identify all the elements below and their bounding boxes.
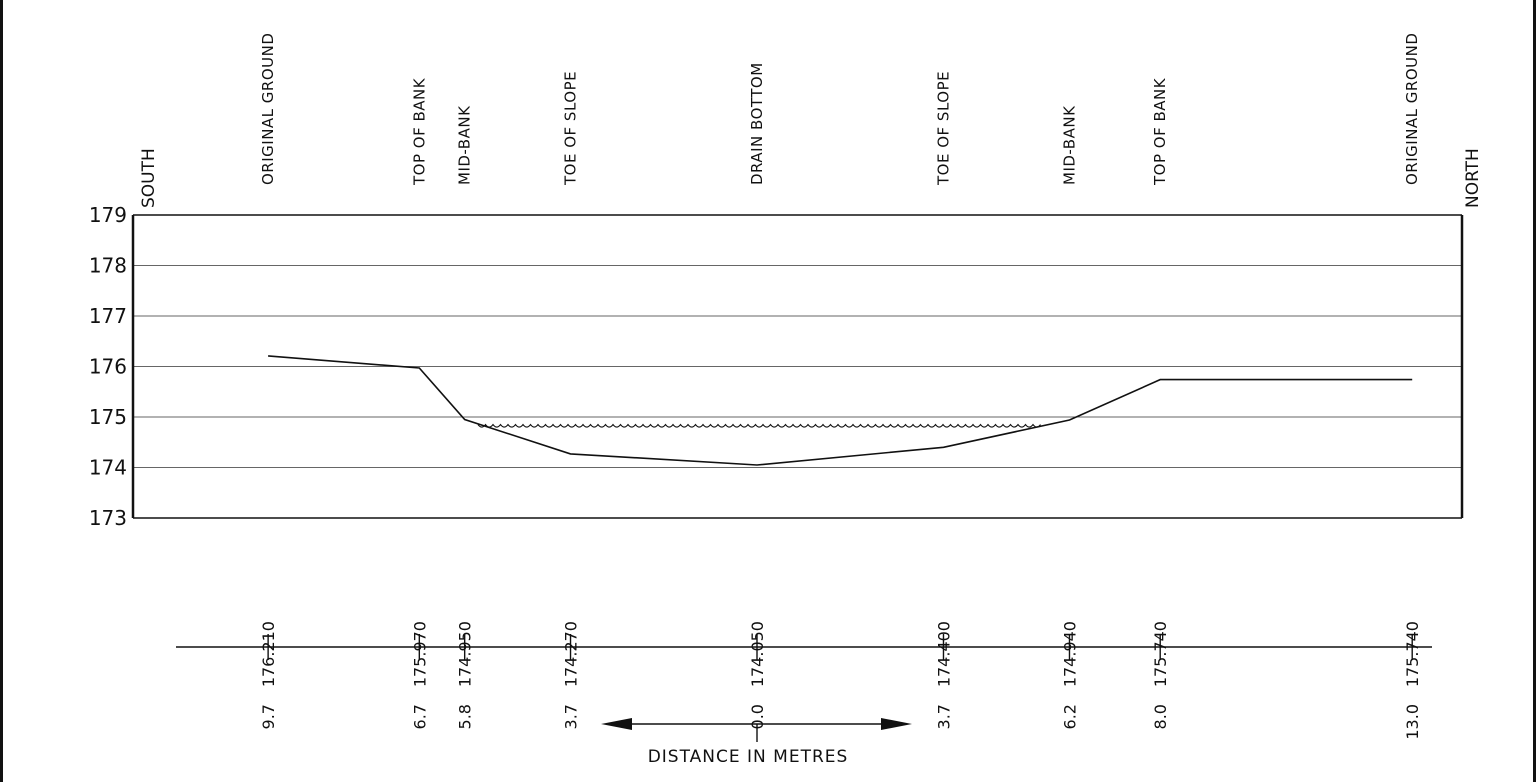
station-labels: ORIGINAL GROUND TOP OF BANK MID-BANK TOE OF… <box>259 33 1421 186</box>
arrow-right-head <box>881 718 912 730</box>
direction-north-label: NORTH <box>1463 148 1483 208</box>
elevation-value-4: 174.050 <box>748 621 767 687</box>
station-ticks <box>267 634 1413 660</box>
station-label-3: TOE OF SLOPE <box>562 71 580 186</box>
water-surface-line <box>477 423 1041 428</box>
elevation-tick-label-174: 174 <box>89 456 127 480</box>
station-label-5: TOE OF SLOPE <box>934 71 952 186</box>
elevation-tick-label-176: 176 <box>89 355 127 379</box>
arrow-left-head <box>601 718 632 730</box>
distance-arrow <box>601 718 912 742</box>
elevation-value-3: 174.270 <box>562 621 581 687</box>
elevation-values: 176.210 175.970 174.950 174.270 174.050 174.4… <box>259 621 1422 687</box>
elevation-value-1: 175.970 <box>410 621 429 687</box>
station-label-7: TOP OF BANK <box>1151 77 1169 186</box>
distance-value-2: 5.8 <box>456 704 475 729</box>
ground-profile-line <box>268 355 1413 466</box>
distance-value-0: 9.7 <box>259 704 278 729</box>
station-label-8: ORIGINAL GROUND <box>1403 33 1421 185</box>
distance-value-4: 0.0 <box>748 704 767 729</box>
distance-caption: DISTANCE IN METRES <box>648 747 849 767</box>
station-label-1: TOP OF BANK <box>410 77 428 186</box>
distance-value-8: 13.0 <box>1403 704 1422 740</box>
distance-values: 9.7 6.7 5.8 3.7 0.0 3.7 6.2 8.0 13.0 <box>259 704 1422 740</box>
distance-value-3: 3.7 <box>562 704 581 729</box>
elevation-grid <box>133 214 1462 519</box>
elevation-value-5: 174.400 <box>934 621 953 687</box>
elevation-tick-label-179: 179 <box>89 203 127 227</box>
elevation-tick-labels: 179 178 177 176 175 174 173 <box>89 203 127 530</box>
elevation-value-7: 175.740 <box>1151 621 1170 687</box>
elevation-tick-label-173: 173 <box>89 506 127 530</box>
elevation-tick-label-178: 178 <box>89 254 127 278</box>
direction-south-label: SOUTH <box>139 148 159 208</box>
distance-value-5: 3.7 <box>934 704 953 729</box>
station-label-4: DRAIN BOTTOM <box>748 62 766 185</box>
station-label-0: ORIGINAL GROUND <box>259 33 277 185</box>
station-label-2: MID-BANK <box>456 105 474 185</box>
elevation-tick-label-175: 175 <box>89 405 127 429</box>
distance-value-6: 6.2 <box>1060 704 1079 729</box>
elevation-value-2: 174.950 <box>456 621 475 687</box>
elevation-value-0: 176.210 <box>259 621 278 687</box>
station-label-6: MID-BANK <box>1060 105 1078 185</box>
elevation-value-6: 174.940 <box>1060 621 1079 687</box>
elevation-value-8: 175.740 <box>1403 621 1422 687</box>
distance-value-1: 6.7 <box>410 704 429 729</box>
elevation-tick-label-177: 177 <box>89 304 127 328</box>
distance-value-7: 8.0 <box>1151 704 1170 729</box>
